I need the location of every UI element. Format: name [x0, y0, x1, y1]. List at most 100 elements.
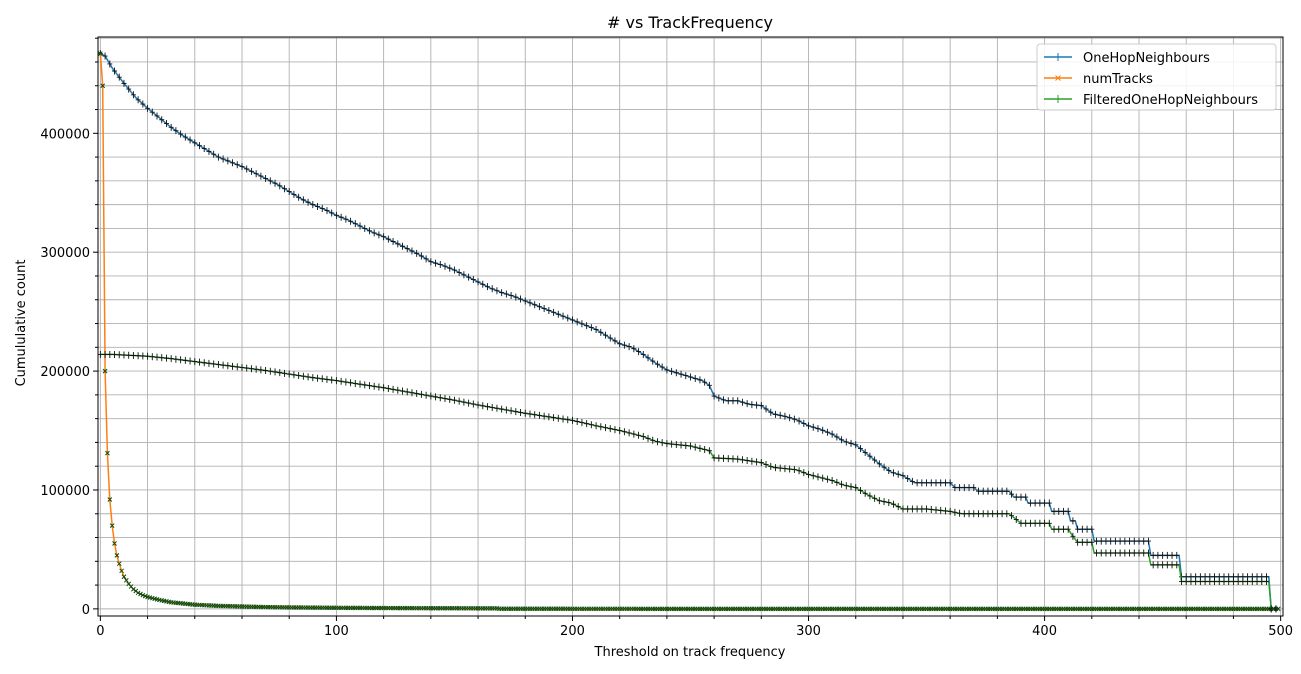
filteredonehopneighbours-point: [999, 510, 1005, 518]
onehopneighbours-point: [824, 428, 830, 436]
onehopneighbours-point: [1051, 507, 1057, 515]
filteredonehopneighbours-point: [1065, 525, 1071, 533]
filteredonehopneighbours-point: [1094, 549, 1100, 557]
onehopneighbours-point: [447, 264, 453, 272]
onehopneighbours-point: [541, 305, 547, 313]
filteredonehopneighbours-point: [466, 399, 472, 407]
filteredonehopneighbours-point: [857, 486, 863, 494]
onehopneighbours-point: [1141, 537, 1147, 545]
filteredonehopneighbours-point: [116, 351, 122, 359]
filteredonehopneighbours-point: [159, 354, 165, 362]
onehopneighbours-point: [385, 235, 391, 243]
filteredonehopneighbours-point: [1174, 561, 1180, 569]
onehopneighbours-point: [1155, 551, 1161, 559]
filteredonehopneighbours-point: [296, 371, 302, 379]
filteredonehopneighbours-point: [862, 489, 868, 497]
filteredonehopneighbours-point: [1075, 538, 1081, 546]
filteredonehopneighbours-point: [706, 447, 712, 455]
y-tick-label: 100000: [40, 484, 90, 499]
onehopneighbours-point: [206, 147, 212, 155]
onehopneighbours-point: [423, 255, 429, 263]
filteredonehopneighbours-point: [1004, 510, 1010, 518]
onehopneighbours-point: [768, 408, 774, 416]
onehopneighbours-point: [1027, 499, 1033, 507]
filteredonehopneighbours-point: [664, 440, 670, 448]
onehopneighbours-point: [867, 452, 873, 460]
filteredonehopneighbours-point: [333, 377, 339, 385]
numtracks-point: [98, 51, 103, 56]
onehopneighbours-point: [626, 343, 632, 351]
filteredonehopneighbours-point: [791, 466, 797, 474]
onehopneighbours-point: [569, 316, 575, 324]
onehopneighbours-point: [659, 363, 665, 371]
onehopneighbours-point: [1145, 537, 1151, 545]
onehopneighbours-point: [1131, 537, 1137, 545]
filteredonehopneighbours-point: [456, 397, 462, 405]
filteredonehopneighbours-point: [721, 454, 727, 462]
onehopneighbours-point: [645, 354, 651, 362]
onehopneighbours-point: [300, 196, 306, 204]
onehopneighbours-point: [470, 276, 476, 284]
onehopneighbours-point: [343, 215, 349, 223]
onehopneighbours-point: [239, 163, 245, 171]
filteredonehopneighbours-point: [428, 392, 434, 400]
onehopneighbours-point: [456, 268, 462, 276]
filteredonehopneighbours-point: [329, 376, 335, 384]
onehopneighbours-point: [1018, 493, 1024, 501]
filteredonehopneighbours-point: [952, 508, 958, 516]
filteredonehopneighbours-point: [1098, 549, 1104, 557]
filteredonehopneighbours-point: [395, 386, 401, 394]
filteredonehopneighbours-point: [1254, 578, 1260, 586]
onehopneighbours-point: [116, 73, 122, 81]
filteredonehopneighbours-point: [758, 459, 764, 467]
filteredonehopneighbours-point: [253, 365, 259, 373]
onehopneighbours-point: [966, 484, 972, 492]
filteredonehopneighbours-point: [220, 361, 226, 369]
onehopneighbours-point: [706, 381, 712, 389]
filteredonehopneighbours-point: [886, 499, 892, 507]
filteredonehopneighbours-point: [484, 403, 490, 411]
filteredonehopneighbours-point: [650, 436, 656, 444]
filteredonehopneighbours-point: [565, 416, 571, 424]
onehopneighbours-point: [735, 397, 741, 405]
onehopneighbours-point: [489, 285, 495, 293]
filteredonehopneighbours-point: [1259, 578, 1265, 586]
filteredonehopneighbours-point: [305, 373, 311, 381]
onehopneighbours-point: [1103, 537, 1109, 545]
series-line-onehopneighbours: [100, 52, 1279, 610]
filteredonehopneighbours-point: [839, 480, 845, 488]
onehopneighbours-point: [357, 222, 363, 230]
onehopneighbours-point: [1122, 537, 1128, 545]
filteredonehopneighbours-point: [480, 402, 486, 410]
filteredonehopneighbours-point: [990, 510, 996, 518]
legend-label-filteredonehopneighbours: FilteredOneHopNeighbours: [1083, 93, 1258, 108]
onehopneighbours-point: [1013, 493, 1019, 501]
filteredonehopneighbours-point: [598, 423, 604, 431]
onehopneighbours-point: [451, 266, 457, 274]
x-tick-label: 400: [1032, 624, 1057, 639]
onehopneighbours-point: [791, 415, 797, 423]
onehopneighbours-point: [777, 411, 783, 419]
onehopneighbours-point: [366, 227, 372, 235]
filteredonehopneighbours-point: [796, 467, 802, 475]
filteredonehopneighbours-point: [437, 394, 443, 402]
filteredonehopneighbours-point: [244, 364, 250, 372]
filteredonehopneighbours-point: [130, 352, 136, 360]
onehopneighbours-point: [437, 261, 443, 269]
filteredonehopneighbours-point: [126, 351, 132, 359]
onehopneighbours-point: [1046, 499, 1052, 507]
onehopneighbours-point: [621, 341, 627, 349]
onehopneighbours-point: [1094, 537, 1100, 545]
filteredonehopneighbours-point: [1084, 538, 1090, 546]
onehopneighbours-point: [352, 220, 358, 228]
onehopneighbours-point: [749, 401, 755, 409]
filteredonehopneighbours-point: [957, 509, 963, 517]
filteredonehopneighbours-point: [97, 350, 103, 358]
filteredonehopneighbours-point: [787, 465, 793, 473]
onehopneighbours-point: [215, 153, 221, 161]
filteredonehopneighbours-point: [1226, 578, 1232, 586]
filteredonehopneighbours-point: [763, 461, 769, 469]
filteredonehopneighbours-point: [1079, 538, 1085, 546]
onehopneighbours-point: [1127, 537, 1133, 545]
filteredonehopneighbours-point: [362, 381, 368, 389]
